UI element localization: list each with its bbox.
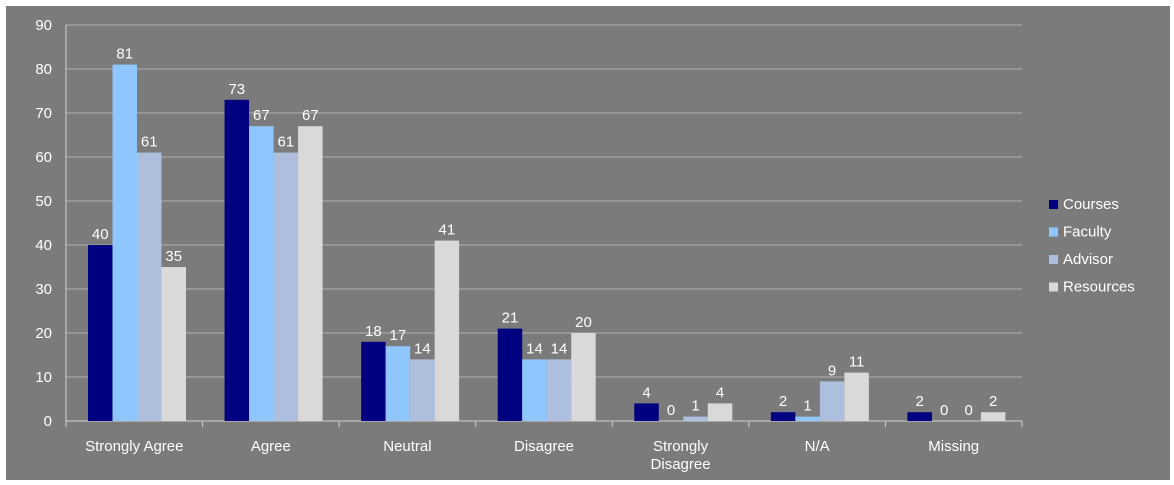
bar	[497, 328, 523, 421]
bar	[522, 359, 547, 421]
data-label: 40	[92, 226, 109, 243]
data-label: 41	[439, 222, 456, 239]
y-tick-label: 80	[35, 61, 52, 78]
x-tick-label: N/A	[805, 438, 830, 455]
y-tick-label: 0	[44, 413, 52, 430]
bar	[361, 341, 386, 421]
data-label: 61	[277, 134, 294, 151]
bar	[161, 267, 186, 421]
data-label: 67	[253, 107, 270, 124]
x-tick-label-line: Disagree	[651, 456, 711, 473]
data-label: 4	[716, 384, 724, 401]
chart-area: 0 10 20 30 40 50 60 70 80 90 40 81 61 35 73 67 61 67 18 17…	[6, 6, 1170, 480]
data-label: 17	[390, 327, 407, 344]
bar	[980, 412, 1006, 421]
data-label: 2	[916, 393, 924, 410]
bar	[683, 416, 708, 421]
bar	[298, 126, 323, 421]
data-label: 14	[551, 340, 568, 357]
y-tick-label: 30	[35, 281, 52, 298]
x-tick-label: Strongly Agree	[85, 438, 183, 455]
legend: Courses Faculty Advisor Resources	[1049, 196, 1135, 296]
bar	[385, 346, 411, 421]
legend-label: Advisor	[1063, 251, 1113, 268]
data-label: 1	[691, 398, 699, 415]
x-tick-label-line: Strongly Agree	[85, 438, 183, 455]
data-label: 35	[165, 248, 182, 265]
bar	[88, 245, 113, 421]
bar	[249, 126, 274, 421]
bars	[88, 64, 1006, 422]
bar	[770, 412, 796, 421]
data-label: 67	[302, 107, 319, 124]
data-label: 1	[803, 398, 811, 415]
x-tick-label-line: Neutral	[383, 438, 431, 455]
legend-label: Faculty	[1063, 224, 1112, 241]
data-label: 81	[116, 46, 133, 63]
data-label: 18	[365, 323, 382, 340]
y-tick-label: 40	[35, 237, 52, 254]
data-label: 9	[828, 362, 836, 379]
x-tick-label-line: Missing	[928, 438, 979, 455]
bar	[273, 152, 299, 421]
legend-label: Courses	[1063, 196, 1119, 213]
x-tick-label: Agree	[251, 438, 291, 455]
x-tick-label: Disagree	[514, 438, 574, 455]
bar	[112, 64, 137, 421]
bar	[844, 372, 869, 421]
data-label: 21	[502, 310, 519, 327]
data-label: 14	[526, 340, 543, 357]
y-tick-label: 20	[35, 325, 52, 342]
y-tick-label: 90	[35, 17, 52, 34]
data-label: 61	[141, 134, 158, 151]
data-label: 0	[940, 402, 948, 419]
bar	[137, 152, 162, 421]
x-tick-label-line: Disagree	[514, 438, 574, 455]
data-label: 2	[989, 393, 997, 410]
bar	[634, 403, 659, 421]
data-label: 73	[228, 81, 245, 98]
y-tick-label: 70	[35, 105, 52, 122]
legend-swatch	[1049, 255, 1058, 264]
x-tick-label-line: N/A	[805, 438, 830, 455]
data-label: 2	[779, 393, 787, 410]
bar	[707, 403, 733, 421]
y-tick-label: 50	[35, 193, 52, 210]
y-tick-label: 60	[35, 149, 52, 166]
data-label: 20	[575, 314, 592, 331]
legend-label: Resources	[1063, 279, 1135, 296]
bar	[571, 333, 596, 421]
y-axis-ticks: 0 10 20 30 40 50 60 70 80 90	[35, 17, 52, 430]
data-label: 14	[414, 340, 431, 357]
x-tick-label-line: Agree	[251, 438, 291, 455]
x-tick-label: Missing	[928, 438, 979, 455]
x-tick-label-line: Strongly	[653, 438, 709, 455]
bar	[546, 359, 572, 421]
data-label: 4	[642, 384, 650, 401]
bar	[819, 381, 845, 421]
bar	[224, 99, 250, 422]
bar	[410, 359, 435, 421]
bar	[907, 412, 932, 421]
x-axis-ticks: Strongly Agree Agree Neutral Disagree Strong…	[65, 421, 1023, 473]
bar	[434, 240, 460, 421]
data-label: 0	[667, 402, 675, 419]
legend-swatch	[1049, 282, 1058, 292]
data-label: 0	[965, 402, 973, 419]
y-tick-label: 10	[35, 369, 52, 386]
bar	[795, 416, 820, 421]
x-tick-label: Neutral	[383, 438, 431, 455]
legend-swatch	[1049, 227, 1058, 237]
x-tick-label: Strongly Disagree	[651, 438, 711, 473]
data-label: 11	[849, 354, 865, 371]
legend-swatch	[1049, 200, 1058, 209]
